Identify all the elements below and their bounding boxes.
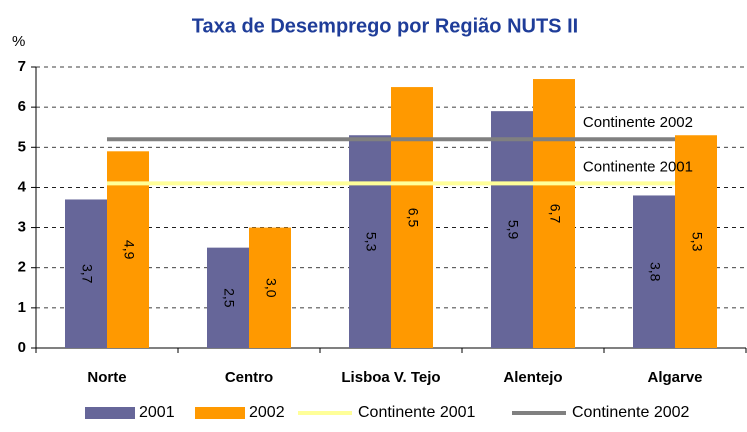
y-tick-label: 4	[18, 178, 27, 195]
y-tick-label: 0	[18, 339, 26, 356]
y-axis-label: %	[12, 33, 25, 50]
value-label: 6,7	[547, 204, 563, 224]
bar	[633, 195, 675, 348]
value-label: 5,9	[505, 220, 521, 240]
legend-label: Continente 2002	[572, 404, 690, 421]
legend-label: 2001	[139, 404, 175, 421]
y-tick-label: 3	[18, 219, 26, 236]
bar	[349, 135, 391, 348]
value-label: 3,0	[263, 278, 279, 298]
reference-label: Continente 2002	[583, 114, 693, 131]
chart-title: Taxa de Desemprego por Região NUTS II	[192, 15, 578, 37]
y-tick-label: 1	[18, 299, 26, 316]
x-tick-label: Lisboa V. Tejo	[341, 369, 440, 386]
x-tick-label: Alentejo	[503, 369, 562, 386]
value-label: 4,9	[121, 240, 137, 260]
bar	[491, 111, 533, 349]
bar	[65, 199, 107, 348]
value-label: 3,7	[79, 264, 95, 284]
bar	[391, 87, 433, 349]
y-tick-label: 5	[18, 138, 26, 155]
value-label: 5,3	[363, 232, 379, 252]
bar	[207, 247, 249, 348]
value-label: 3,8	[647, 262, 663, 282]
legend-swatch	[195, 407, 245, 419]
y-tick-label: 7	[18, 58, 26, 75]
bar	[675, 135, 717, 348]
x-tick-label: Centro	[225, 369, 273, 386]
reference-label: Continente 2001	[583, 158, 693, 175]
x-tick-label: Algarve	[647, 369, 702, 386]
y-tick-label: 2	[18, 259, 26, 276]
bar	[533, 79, 575, 349]
y-tick-label: 6	[18, 98, 26, 115]
value-label: 6,5	[405, 208, 421, 228]
value-label: 2,5	[221, 288, 237, 308]
legend-label: Continente 2001	[358, 404, 476, 421]
bar	[249, 227, 291, 348]
legend-label: 2002	[249, 404, 285, 421]
x-tick-label: Norte	[87, 369, 126, 386]
value-label: 5,3	[689, 232, 705, 252]
legend-swatch	[85, 407, 135, 419]
